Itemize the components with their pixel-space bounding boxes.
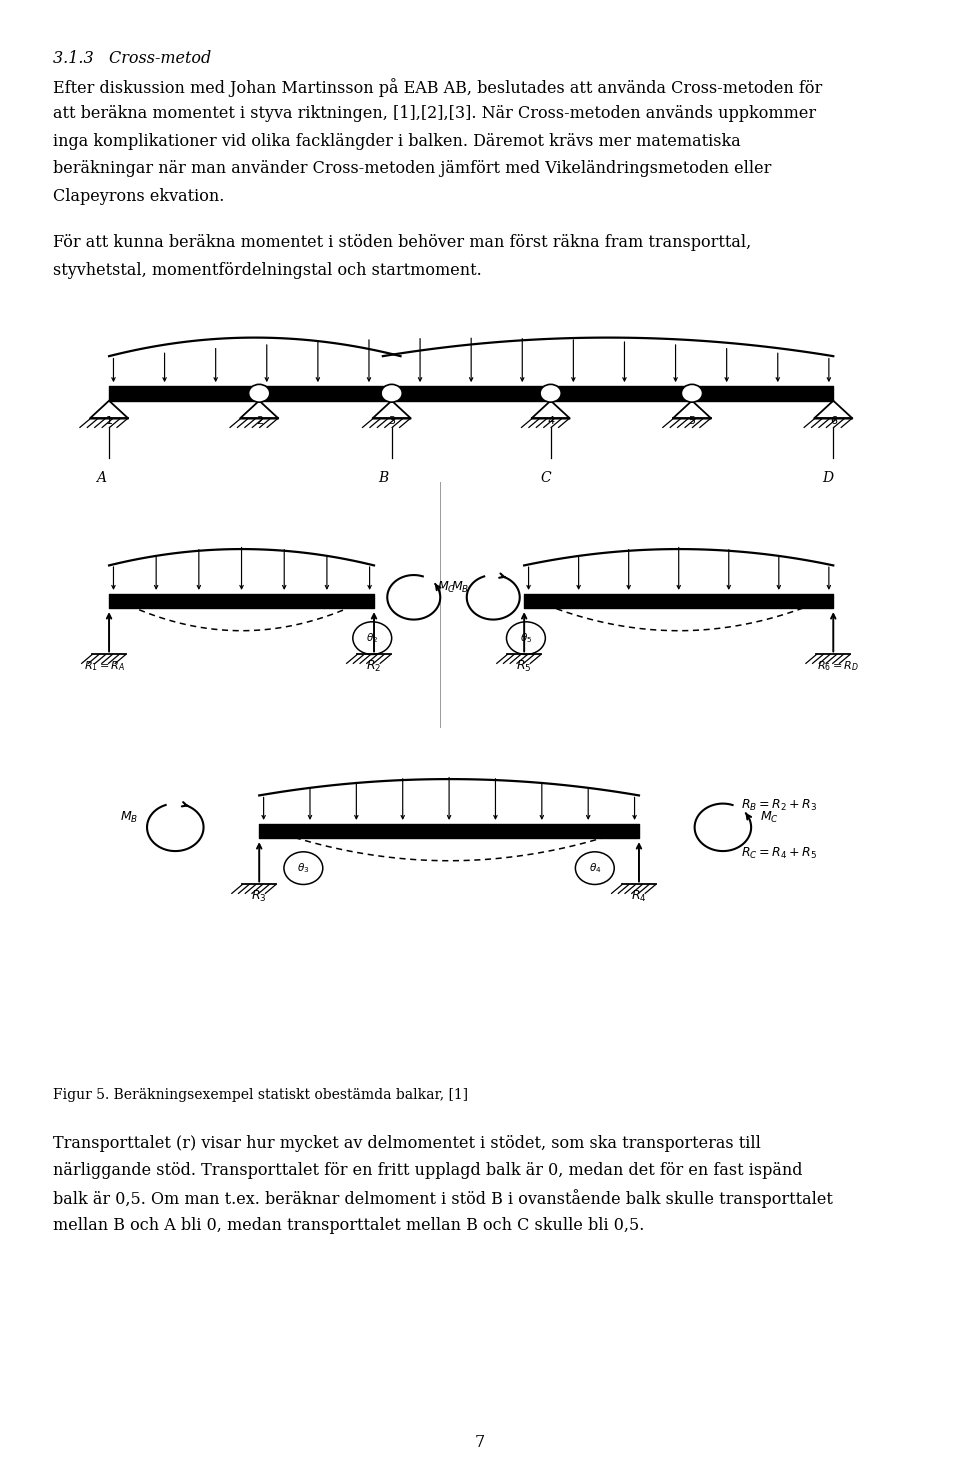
Circle shape bbox=[682, 384, 703, 402]
Text: balk är 0,5. Om man t.ex. beräknar delmoment i stöd B i ovanstående balk skulle : balk är 0,5. Om man t.ex. beräknar delmo… bbox=[53, 1190, 832, 1208]
Text: beräkningar när man använder Cross-metoden jämfört med Vikeländringsmetoden elle: beräkningar när man använder Cross-metod… bbox=[53, 160, 771, 177]
Text: 5: 5 bbox=[688, 416, 695, 426]
Circle shape bbox=[381, 384, 402, 402]
Text: 3.1.3   Cross-metod: 3.1.3 Cross-metod bbox=[53, 50, 211, 67]
Text: $M_B$: $M_B$ bbox=[120, 810, 138, 825]
Text: närliggande stöd. Transporttalet för en fritt upplagd balk är 0, medan det för e: närliggande stöd. Transporttalet för en … bbox=[53, 1162, 803, 1178]
Text: $R_B=R_2+R_3$: $R_B=R_2+R_3$ bbox=[740, 797, 816, 813]
Text: $R_2$: $R_2$ bbox=[367, 659, 382, 674]
Circle shape bbox=[249, 384, 270, 402]
Text: D: D bbox=[823, 472, 834, 485]
Text: $R_4$: $R_4$ bbox=[631, 889, 647, 904]
Text: $R_C=R_4+R_5$: $R_C=R_4+R_5$ bbox=[740, 846, 817, 861]
Text: mellan B och A bli 0, medan transporttalet mellan B och C skulle bli 0,5.: mellan B och A bli 0, medan transporttal… bbox=[53, 1217, 644, 1233]
Text: $M_C$: $M_C$ bbox=[760, 810, 779, 825]
Text: $M_B$: $M_B$ bbox=[451, 580, 469, 595]
Text: 6: 6 bbox=[829, 416, 837, 426]
Text: För att kunna beräkna momentet i stöden behöver man först räkna fram transportta: För att kunna beräkna momentet i stöden … bbox=[53, 234, 751, 251]
Text: Figur 5. Beräkningsexempel statiskt obestämda balkar, [1]: Figur 5. Beräkningsexempel statiskt obes… bbox=[53, 1088, 468, 1101]
Text: Transporttalet (r) visar hur mycket av delmomentet i stödet, som ska transporter: Transporttalet (r) visar hur mycket av d… bbox=[53, 1135, 760, 1152]
Text: $R_5$: $R_5$ bbox=[516, 659, 532, 674]
Text: 1: 1 bbox=[106, 416, 112, 426]
Circle shape bbox=[540, 384, 562, 402]
Text: $\theta_2$: $\theta_2$ bbox=[366, 631, 378, 646]
Text: A: A bbox=[96, 472, 106, 485]
Text: $R_3$: $R_3$ bbox=[252, 889, 267, 904]
Text: $\theta_5$: $\theta_5$ bbox=[519, 631, 532, 646]
Text: $M_C$: $M_C$ bbox=[438, 580, 456, 595]
Text: 7: 7 bbox=[475, 1435, 485, 1451]
Text: B: B bbox=[378, 472, 389, 485]
Text: Efter diskussion med Johan Martinsson på EAB AB, beslutades att använda Cross-me: Efter diskussion med Johan Martinsson på… bbox=[53, 77, 822, 96]
Text: C: C bbox=[540, 472, 551, 485]
Text: 4: 4 bbox=[547, 416, 554, 426]
Text: inga komplikationer vid olika facklängder i balken. Däremot krävs mer matematisk: inga komplikationer vid olika facklängde… bbox=[53, 132, 740, 150]
Text: $R_6=R_D$: $R_6=R_D$ bbox=[817, 659, 858, 672]
Text: $R_1=R_A$: $R_1=R_A$ bbox=[84, 659, 125, 672]
Text: $\theta_4$: $\theta_4$ bbox=[588, 861, 601, 876]
Text: 3: 3 bbox=[388, 416, 396, 426]
Text: 2: 2 bbox=[255, 416, 263, 426]
Text: att beräkna momentet i styva riktningen, [1],[2],[3]. När Cross-metoden används : att beräkna momentet i styva riktningen,… bbox=[53, 105, 816, 122]
Text: styvhetstal, momentfördelningstal och startmoment.: styvhetstal, momentfördelningstal och st… bbox=[53, 261, 482, 279]
Text: Clapeyrons ekvation.: Clapeyrons ekvation. bbox=[53, 187, 225, 205]
Text: $\theta_3$: $\theta_3$ bbox=[298, 861, 309, 876]
